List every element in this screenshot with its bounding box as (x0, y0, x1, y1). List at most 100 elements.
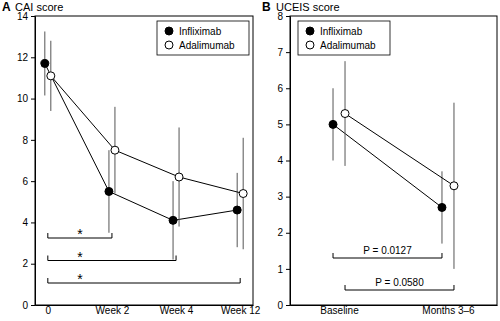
y-tick-mark (286, 233, 290, 234)
plot-area (41, 31, 247, 259)
x-tick-label: Baseline (320, 305, 359, 316)
annotation-label: P = 0.0127 (363, 245, 412, 256)
y-tick-label: 7 (277, 47, 283, 58)
y-tick-label: 12 (17, 52, 29, 63)
legend-label: Infliximab (179, 26, 222, 37)
data-point (239, 190, 247, 198)
x-tick: 0 (46, 305, 52, 316)
y-tick-label: 4 (22, 217, 28, 228)
panel: 024681012140Week 2Week 4Week 12ACAI scor… (2, 0, 261, 316)
y-tick-mark (286, 161, 290, 162)
x-tick: Baseline (320, 305, 359, 316)
data-point (111, 146, 119, 154)
legend-marker (165, 27, 173, 35)
y-axis: 012345678 (277, 11, 290, 311)
data-point (450, 182, 458, 190)
x-axis: 0 Week 2 Week 4 Week 12 (36, 305, 261, 316)
y-tick-label: 1 (277, 264, 283, 275)
y-tick-mark (31, 305, 35, 306)
y-tick-label: 0 (22, 300, 28, 311)
annotation-label: P = 0.0580 (375, 277, 424, 288)
y-tick-mark (286, 124, 290, 125)
y-tick: 7 (277, 47, 290, 58)
plot-area (329, 61, 458, 269)
annotations: P = 0.0127 P = 0.0580 (333, 245, 454, 290)
y-tick: 4 (22, 217, 35, 228)
y-tick-label: 0 (277, 300, 283, 311)
y-tick: 12 (17, 52, 35, 63)
x-axis: Baseline Months 3–6 (291, 305, 498, 316)
x-tick: Months 3–6 (422, 305, 475, 316)
series-line (51, 76, 243, 194)
y-tick-mark (31, 57, 35, 58)
data-point (175, 173, 183, 181)
y-tick-label: 6 (277, 83, 283, 94)
legend-marker (165, 41, 173, 49)
legend-label: Adalimumab (179, 40, 235, 51)
panel-label: A (2, 0, 11, 14)
annotation-label: * (77, 271, 83, 287)
data-point (233, 206, 241, 214)
y-tick: 1 (277, 264, 290, 275)
y-tick: 6 (277, 83, 290, 94)
y-tick-label: 6 (22, 176, 28, 187)
y-tick: 2 (22, 258, 35, 269)
x-tick-label: Months 3–6 (422, 305, 475, 316)
plot-frame (290, 16, 497, 305)
plot-frame (35, 16, 253, 305)
y-tick: 6 (22, 176, 35, 187)
annotation-label: * (77, 226, 83, 242)
series-line (45, 63, 237, 220)
y-tick-mark (286, 305, 290, 306)
y-tick-label: 4 (277, 155, 283, 166)
y-tick-mark (286, 197, 290, 198)
y-tick-mark (286, 269, 290, 270)
y-tick-mark (31, 181, 35, 182)
y-tick-mark (286, 52, 290, 53)
data-point (47, 72, 55, 80)
y-tick-mark (286, 16, 290, 17)
y-tick-label: 3 (277, 191, 283, 202)
legend-marker (306, 41, 314, 49)
y-tick-mark (31, 140, 35, 141)
x-tick-label: 0 (46, 305, 52, 316)
panel-title: CAI score (15, 1, 63, 13)
significance-bracket (48, 256, 176, 261)
y-tick: 0 (277, 300, 290, 311)
y-tick-label: 8 (22, 135, 28, 146)
annotation-label: * (77, 249, 83, 265)
data-point (105, 187, 113, 195)
y-tick-mark (31, 16, 35, 17)
y-axis-line (286, 17, 291, 306)
panel-label: B (262, 0, 271, 14)
x-tick: Week 4 (160, 305, 194, 316)
x-tick: Week 12 (221, 305, 261, 316)
y-tick-mark (31, 264, 35, 265)
panel-title: UCEIS score (276, 1, 340, 13)
annotations: * * * (48, 226, 240, 287)
y-tick: 8 (22, 135, 35, 146)
y-tick-mark (31, 99, 35, 100)
x-tick-label: Week 4 (160, 305, 194, 316)
y-tick: 3 (277, 191, 290, 202)
y-tick: 10 (17, 93, 35, 104)
y-tick: 0 (22, 300, 35, 311)
series-line (345, 114, 454, 186)
legend-label: Adalimumab (320, 40, 376, 51)
y-tick: 5 (277, 119, 290, 130)
y-axis-line (31, 17, 36, 306)
series-line (333, 124, 442, 207)
figure: 024681012140Week 2Week 4Week 12ACAI scor… (0, 0, 500, 321)
y-tick-label: 2 (22, 258, 28, 269)
x-tick-label: Week 2 (96, 305, 130, 316)
legend-label: Infliximab (320, 26, 363, 37)
x-tick-label: Week 12 (221, 305, 261, 316)
data-point (341, 110, 349, 118)
legend: Infliximab Adalimumab (157, 21, 249, 55)
panel: 012345678BaselineMonths 3–6BUCEIS scoreP… (262, 0, 498, 316)
data-point (329, 120, 337, 128)
y-tick-mark (286, 88, 290, 89)
y-tick-mark (31, 222, 35, 223)
y-tick-label: 10 (17, 93, 29, 104)
data-point (438, 203, 446, 211)
